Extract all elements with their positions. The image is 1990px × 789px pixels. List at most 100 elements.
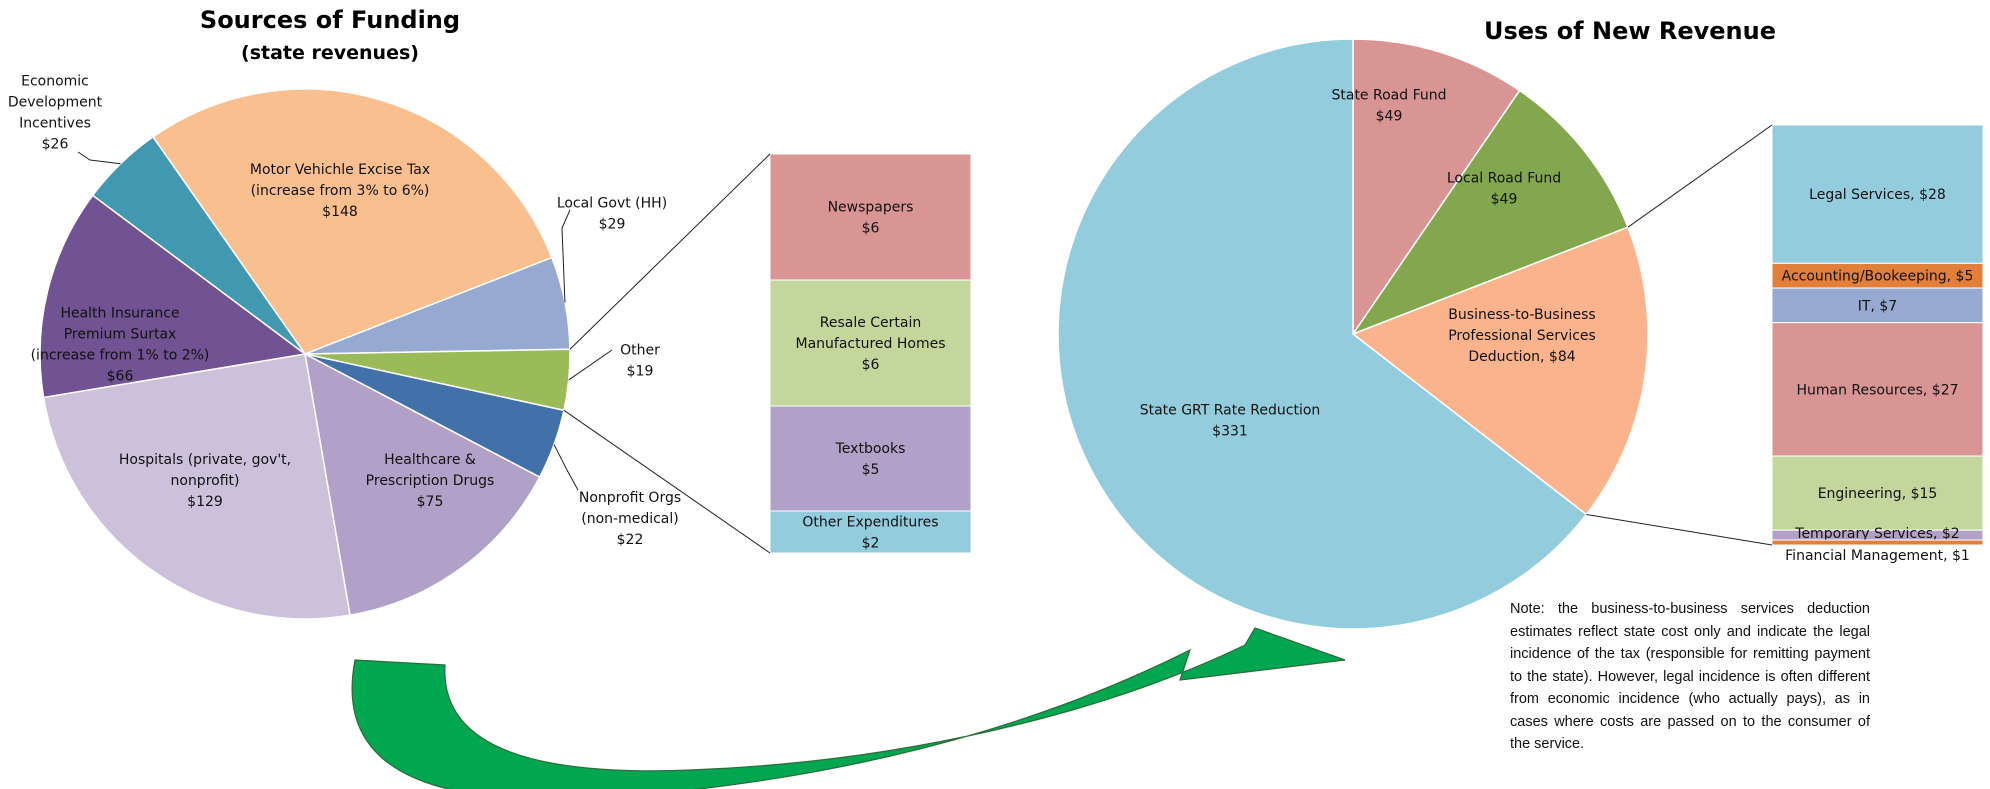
pie-label-health_ins: Health Insurance Premium Surtax (increase … [31, 305, 210, 384]
connector-other-bottom [563, 409, 771, 554]
pie-slice-hospitals [42, 353, 351, 620]
pie-label-motor: Motor Vehichle Excise Tax (increase from … [250, 162, 430, 220]
pie-label-econ-line: Development [8, 94, 103, 110]
bar-segment-other_exp [769, 510, 972, 554]
pie-label-localgovt: Local Govt (HH) $29 [557, 195, 667, 232]
pie-slice-local_road [1351, 89, 1629, 336]
bar-segment-resale [769, 279, 972, 407]
b2b-breakout-bar: Legal Services, $28 Accounting/Bookeeping… [1771, 124, 1984, 564]
note-text: Note: the business-to-business services … [1510, 601, 1870, 752]
pie-slice-state_road [1352, 38, 1521, 337]
bar-label-temporary-line: Temporary Services, $2 [1794, 526, 1959, 542]
connector-b2b-bottom [1586, 513, 1773, 546]
bar-label-engineering: Engineering, $15 [1818, 486, 1938, 502]
leader-econ [77, 151, 121, 165]
pie-label-health_ins-line: Health Insurance [60, 305, 179, 321]
bar-label-textbooks-line: Textbooks [835, 441, 906, 457]
connector-lines [77, 124, 1773, 554]
sources-title: Sources of Funding [200, 6, 460, 34]
pie-label-healthcare: Healthcare & Prescription Drugs $75 [366, 452, 495, 510]
green-arrow-shape [351, 627, 1346, 789]
connector-b2b-top [1627, 124, 1773, 228]
pie-label-motor-line: $148 [322, 204, 358, 220]
pie-label-b2b-line: Professional Services [1448, 328, 1596, 344]
bar-label-other_exp-line: $2 [862, 535, 880, 551]
bar-label-engineering-line: Engineering, $15 [1818, 486, 1938, 502]
bar-label-other_exp-line: Other Expenditures [802, 514, 938, 530]
pie-label-econ-line: Incentives [19, 115, 91, 131]
pie-label-health_ins-line: $66 [107, 368, 134, 384]
bar-label-it-line: IT, $7 [1858, 298, 1897, 314]
pie-label-local_road-line: Local Road Fund [1447, 170, 1561, 186]
uses-pie [1057, 38, 1649, 630]
pie-label-local_road: Local Road Fund $49 [1447, 170, 1561, 207]
bar-label-resale-line: Manufactured Homes [795, 336, 945, 352]
leader-localgovt [561, 209, 571, 303]
pie-slice-healthcare [304, 352, 541, 617]
bar-label-textbooks: Textbooks $5 [835, 441, 906, 478]
pie-label-local_road-line: $49 [1491, 191, 1518, 207]
pie-label-grt: State GRT Rate Reduction $331 [1140, 402, 1321, 439]
bar-label-other_exp: Other Expenditures $2 [802, 514, 938, 551]
pie-label-hospitals-line: Hospitals (private, gov't, [119, 452, 291, 468]
bar-label-accounting: Accounting/Bookeeping, $5 [1782, 269, 1974, 285]
bar-segment-engineering [1771, 455, 1984, 531]
pie-label-nonprofit-line: Nonprofit Orgs [579, 490, 681, 506]
pie-label-healthcare-line: Healthcare & [384, 452, 476, 468]
bar-label-resale: Resale Certain Manufactured Homes $6 [795, 315, 945, 373]
pie-label-other: Other $19 [620, 342, 660, 379]
pie-label-nonprofit: Nonprofit Orgs (non-medical) $22 [579, 490, 681, 548]
pie-label-b2b-line: Business-to-Business [1448, 307, 1595, 323]
pie-slice-b2b [1351, 226, 1649, 516]
pie-label-nonprofit-line: (non-medical) [581, 511, 678, 527]
pie-label-localgovt-line: Local Govt (HH) [557, 195, 667, 211]
pie-label-econ-line: $26 [42, 136, 69, 152]
pie-label-healthcare-line: Prescription Drugs [366, 473, 495, 489]
pie-label-healthcare-line: $75 [417, 494, 444, 510]
pie-label-state_road-line: State Road Fund [1331, 87, 1446, 103]
pie-slice-motor [151, 88, 553, 355]
sources-pie [39, 88, 571, 620]
sources-subtitle: (state revenues) [241, 42, 419, 64]
other-breakout-bar: Newspapers $6 Resale Certain Manufactured H… [769, 153, 972, 554]
bar-label-hr-line: Human Resources, $27 [1796, 382, 1958, 398]
pie-label-state_road: State Road Fund $49 [1331, 87, 1446, 124]
uses-title: Uses of New Revenue [1484, 17, 1776, 45]
pie-label-b2b-line: Deduction, $84 [1468, 349, 1575, 365]
bar-label-temporary: Temporary Services, $2 [1794, 526, 1959, 542]
pie-slice-health_ins [39, 194, 307, 399]
pie-label-grt-line: State GRT Rate Reduction [1140, 402, 1321, 418]
bar-label-newspapers: Newspapers $6 [828, 199, 914, 236]
bar-label-hr: Human Resources, $27 [1796, 382, 1958, 398]
bar-label-legal-line: Legal Services, $28 [1809, 187, 1946, 203]
pie-label-state_road-line: $49 [1376, 108, 1403, 124]
pie-label-econ: Economic Development Incentives $26 [8, 73, 103, 152]
bar-label-accounting-line: Accounting/Bookeeping, $5 [1782, 269, 1974, 285]
pie-label-b2b: Business-to-Business Professional Service… [1448, 307, 1596, 365]
pie-slice-grt [1057, 38, 1588, 630]
sources-labels: Motor Vehichle Excise Tax (increase from … [8, 73, 681, 548]
bar-segment-textbooks [769, 405, 972, 512]
bar-segment-financial [1771, 539, 1984, 546]
bar-label-resale-line: Resale Certain [820, 315, 922, 331]
pie-slice-econ [91, 135, 306, 355]
connector-other-top [569, 153, 771, 350]
pie-label-nonprofit-line: $22 [617, 532, 644, 548]
bar-label-resale-line: $6 [862, 357, 880, 373]
bar-segment-legal [1771, 124, 1984, 264]
pie-label-hospitals: Hospitals (private, gov't, nonprofit) $129 [119, 452, 291, 510]
pie-label-localgovt-line: $29 [599, 216, 626, 232]
pie-label-motor-line: Motor Vehichle Excise Tax [250, 162, 430, 178]
leader-other [568, 349, 613, 381]
pie-label-health_ins-line: (increase from 1% to 2%) [31, 347, 210, 363]
pie-label-other-line: Other [620, 342, 660, 358]
pie-label-econ-line: Economic [21, 73, 89, 89]
pie-label-motor-line: (increase from 3% to 6%) [251, 183, 430, 199]
pie-label-hospitals-line: $129 [187, 494, 223, 510]
bar-label-it: IT, $7 [1858, 298, 1897, 314]
bar-label-legal: Legal Services, $28 [1809, 187, 1946, 203]
uses-labels: State Road Fund $49 Local Road Fund $49 Busi… [1140, 87, 1596, 439]
pie-label-grt-line: $331 [1212, 423, 1248, 439]
pie-label-other-line: $19 [627, 363, 654, 379]
